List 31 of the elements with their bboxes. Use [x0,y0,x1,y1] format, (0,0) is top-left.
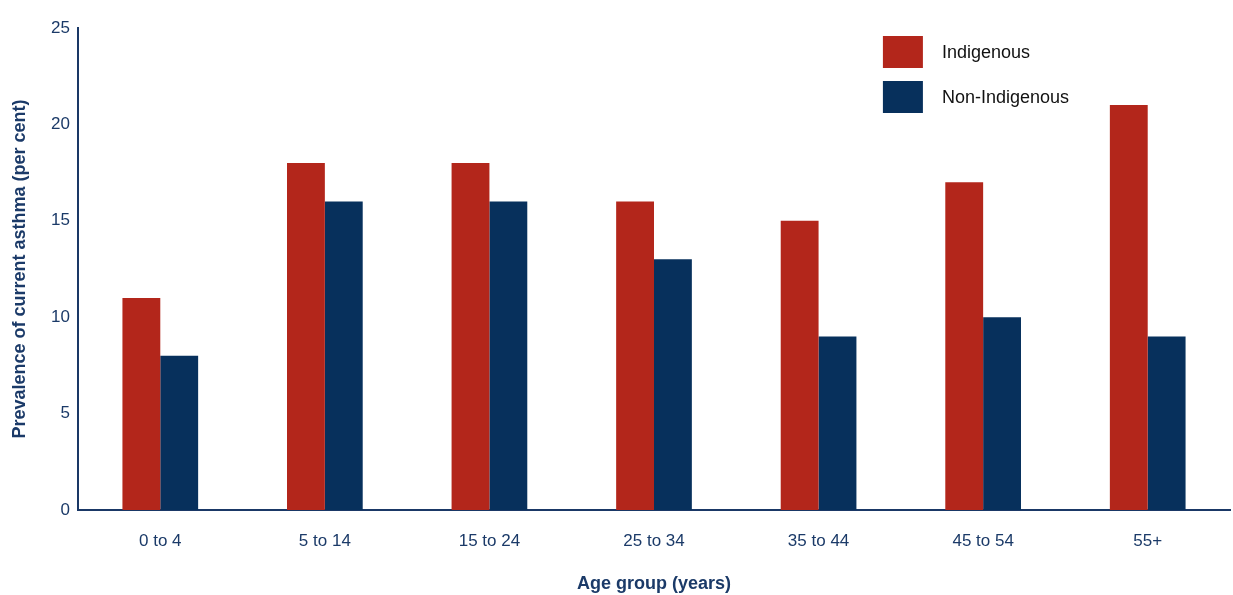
x-tick-label: 0 to 4 [139,530,182,550]
y-tick-label: 0 [60,499,70,519]
bar [1147,336,1186,510]
x-tick-label: 15 to 24 [458,530,521,550]
bar [324,201,363,510]
x-tick-label: 55+ [1133,530,1163,550]
bar [616,201,654,510]
y-tick-label: 5 [60,403,70,423]
y-tick-label: 25 [51,17,70,37]
bar [983,317,1021,510]
x-axis-title: Age group (years) [576,573,732,594]
y-tick-label: 15 [51,210,70,230]
bar [160,355,199,510]
bar [654,259,692,510]
x-tick-label: 5 to 14 [298,530,351,550]
bar [818,336,857,510]
y-tick-label: 10 [51,306,70,326]
legend-label: Non-Indigenous [941,86,1069,107]
y-tick-label: 20 [51,114,70,134]
legend-label: Indigenous [941,41,1030,62]
bar [122,297,161,510]
bar [287,162,325,510]
x-tick-label: 25 to 34 [623,530,685,550]
x-tick-label: 35 to 44 [787,530,850,550]
bar [1109,105,1148,510]
bar [945,182,984,510]
bar [451,162,490,510]
bar [489,201,528,510]
y-axis-title: Prevalence of current asthma (per cent) [8,99,29,439]
x-tick-label: 45 to 54 [952,530,1014,550]
bar [780,220,819,510]
